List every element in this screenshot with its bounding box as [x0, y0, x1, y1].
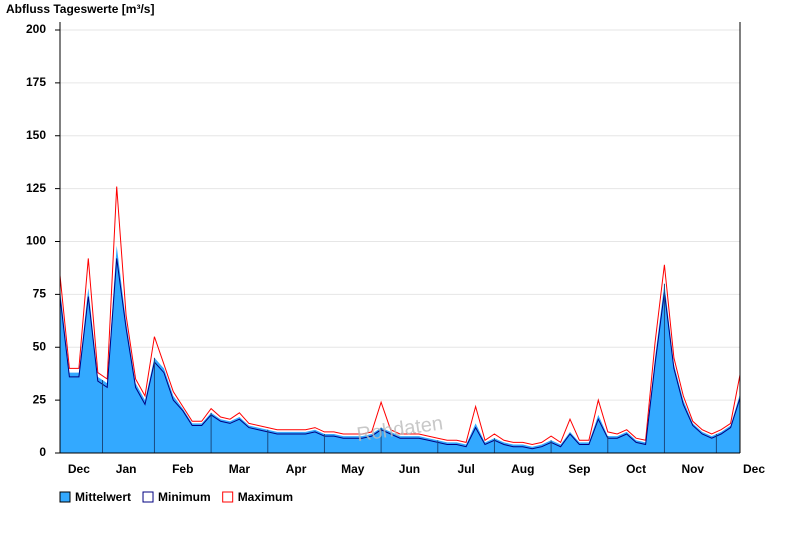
y-tick-label: 75	[33, 287, 47, 301]
y-tick-label: 0	[39, 445, 46, 459]
legend-item: Mittelwert	[59, 490, 131, 504]
x-tick-label: Aug	[511, 462, 534, 476]
legend-item: Maximum	[222, 490, 293, 504]
x-tick-label: Sep	[568, 462, 590, 476]
legend-label: Mittelwert	[75, 490, 131, 504]
x-tick-label: Mar	[229, 462, 251, 476]
x-tick-label: Dec	[743, 462, 765, 476]
legend-label: Minimum	[158, 490, 211, 504]
legend-swatch	[142, 491, 154, 503]
y-tick-label: 150	[26, 128, 46, 142]
chart-title: Abfluss Tageswerte [m³/s]	[6, 2, 154, 16]
x-tick-label: Jan	[116, 462, 137, 476]
y-tick-label: 175	[26, 75, 46, 89]
legend-swatch	[59, 491, 71, 503]
x-tick-label: Jul	[457, 462, 474, 476]
y-tick-label: 25	[33, 392, 47, 406]
min-line	[59, 258, 741, 450]
x-tick-label: Nov	[681, 462, 704, 476]
x-tick-label: Feb	[172, 462, 193, 476]
y-tick-label: 125	[26, 181, 46, 195]
x-tick-label: Dec	[68, 462, 90, 476]
x-tick-label: Jun	[399, 462, 420, 476]
x-tick-label: Apr	[286, 462, 307, 476]
legend-label: Maximum	[238, 490, 293, 504]
x-tick-label: May	[341, 462, 365, 476]
x-tick-label: Oct	[626, 462, 646, 476]
max-line	[59, 186, 741, 446]
mean-area	[60, 245, 740, 453]
y-tick-label: 200	[26, 22, 46, 36]
legend-swatch	[222, 491, 234, 503]
y-tick-label: 50	[33, 339, 47, 353]
y-tick-label: 100	[26, 234, 46, 248]
legend-item: Minimum	[142, 490, 211, 504]
